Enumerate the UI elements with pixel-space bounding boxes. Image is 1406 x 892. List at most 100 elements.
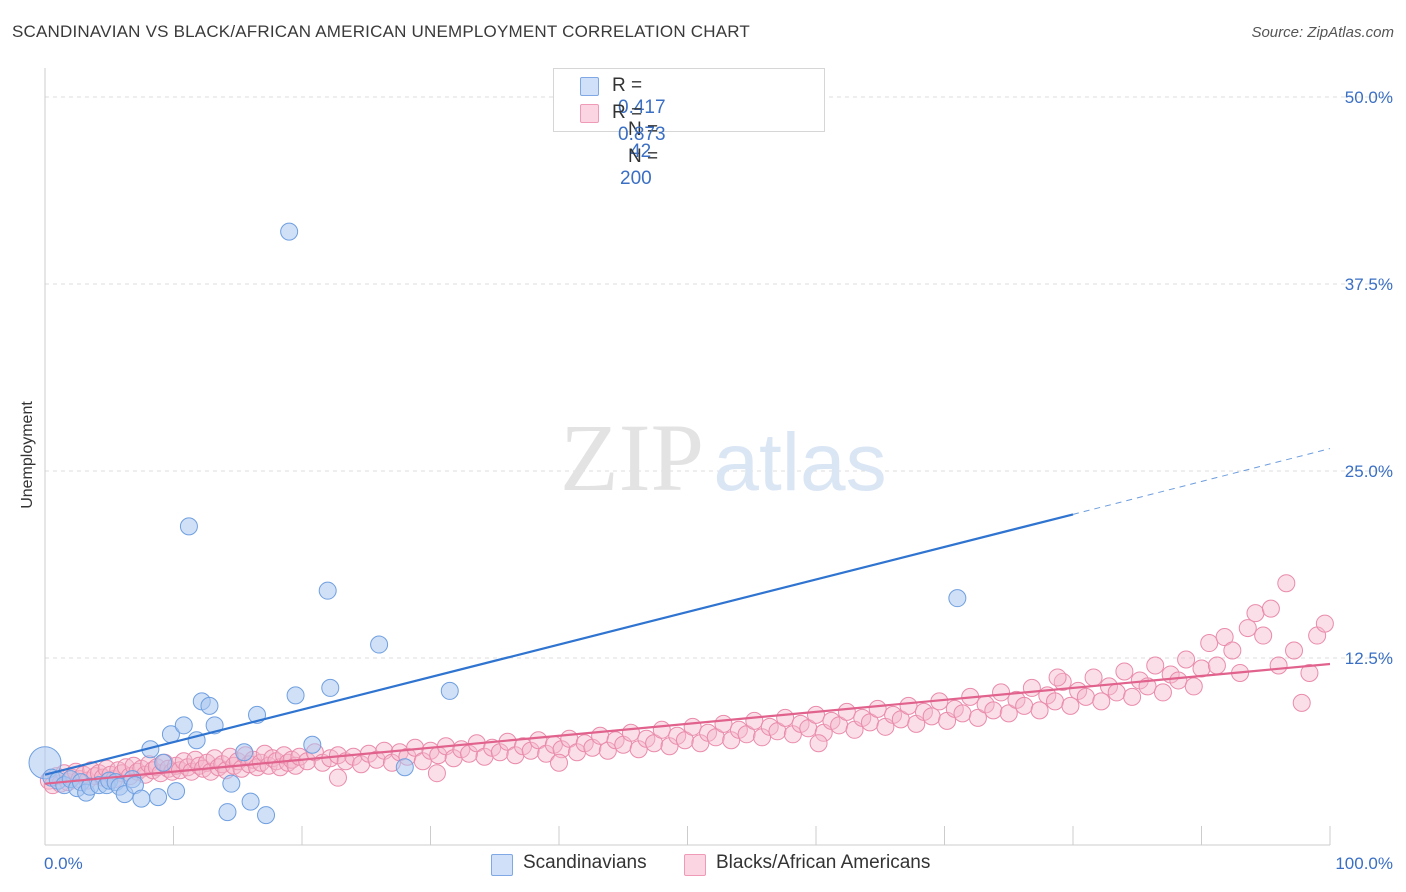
data-point-blacks [953, 704, 972, 723]
data-point-blacks [722, 731, 741, 750]
data-point-blacks [367, 750, 386, 769]
series-blacks-african-americans [39, 574, 1334, 795]
data-point-scandinavians [132, 789, 151, 808]
legend-n-label: N = [628, 119, 659, 140]
data-point-blacks [1169, 671, 1188, 690]
data-point-blacks [1238, 619, 1257, 638]
data-point-scandinavians [241, 792, 260, 811]
data-point-blacks [328, 768, 347, 787]
data-point-blacks [837, 702, 856, 721]
data-point-blacks [714, 714, 733, 733]
data-point-blacks [737, 725, 756, 744]
data-point-blacks [645, 734, 664, 753]
data-point-blacks [1084, 668, 1103, 687]
watermark-zip: ZIP [560, 404, 704, 511]
legend-r-label: R = [612, 75, 643, 96]
x-tick-label: 0.0% [44, 854, 83, 873]
data-point-blacks [629, 740, 648, 759]
data-point-blacks [490, 743, 509, 762]
data-point-blacks [1048, 668, 1067, 687]
data-point-blacks [1215, 628, 1234, 647]
legend-n-value: 200 [620, 168, 652, 189]
data-point-blacks [999, 704, 1018, 723]
data-point-blacks [1123, 687, 1142, 706]
data-point-scandinavians [440, 681, 459, 700]
data-point-blacks [521, 741, 540, 760]
data-point-blacks [1315, 614, 1334, 633]
data-point-blacks [868, 699, 887, 718]
data-point-blacks [691, 734, 710, 753]
data-point-blacks [1146, 656, 1165, 675]
legend-r-value: 0.873 [618, 124, 666, 145]
data-point-blacks [783, 725, 802, 744]
data-point-scandinavians [235, 743, 254, 762]
data-point-blacks [1223, 641, 1242, 660]
legend-r-label: R = [612, 102, 643, 123]
data-point-blacks [550, 753, 568, 772]
legend-r-value: 0.417 [618, 97, 666, 118]
grid-lines [45, 96, 1392, 659]
data-point-blacks [1153, 683, 1172, 702]
data-point-scandinavians [154, 753, 173, 772]
data-point-blacks [1092, 692, 1111, 711]
data-point-blacks [1246, 604, 1265, 623]
data-point-blacks [1177, 650, 1196, 669]
data-point-scandinavians [370, 635, 389, 654]
data-point-scandinavians [286, 686, 305, 705]
legend-swatch-blacks [580, 104, 599, 123]
data-point-scandinavians [174, 716, 193, 735]
trendline-scandinavians [44, 513, 1074, 776]
data-point-scandinavians [303, 735, 322, 754]
data-point-blacks [1261, 599, 1280, 618]
trendlines [44, 448, 1331, 785]
data-point-scandinavians [318, 581, 337, 600]
data-point-blacks [1022, 678, 1041, 697]
legend-n-label: N = [628, 146, 659, 167]
y-tick-label: 50.0% [1345, 88, 1393, 107]
data-point-blacks [1184, 677, 1203, 696]
trendline-blacks [44, 662, 1331, 785]
legend-swatch-scandinavians [580, 77, 599, 96]
data-point-blacks [621, 723, 640, 742]
data-point-blacks [675, 731, 694, 750]
y-tick-label: 12.5% [1345, 649, 1393, 668]
data-point-scandinavians [280, 222, 299, 241]
data-point-blacks [706, 728, 725, 747]
data-point-blacks [984, 701, 1003, 720]
data-point-blacks [768, 722, 787, 741]
source-label: Source: ZipAtlas.com [1251, 24, 1394, 41]
data-point-blacks [1269, 656, 1288, 675]
data-point-blacks [660, 737, 679, 756]
data-point-blacks [1254, 626, 1273, 645]
data-point-scandinavians [167, 782, 186, 801]
data-point-blacks [1200, 634, 1219, 653]
data-point-blacks [591, 726, 610, 745]
data-point-blacks [1115, 662, 1134, 681]
data-point-blacks [1061, 696, 1080, 715]
legend-label-blacks: Blacks/African Americans [716, 852, 931, 873]
data-point-blacks [1046, 692, 1065, 711]
data-point-scandinavians [948, 589, 967, 608]
y-tick-label: 25.0% [1345, 462, 1393, 481]
data-point-blacks [1030, 701, 1049, 720]
watermark: ZIP atlas [560, 404, 887, 511]
data-point-blacks [809, 734, 828, 753]
data-point-blacks [807, 705, 825, 724]
data-point-blacks [1076, 687, 1095, 706]
series-scandinavians [28, 222, 967, 825]
data-point-blacks [922, 707, 941, 726]
data-point-blacks [753, 728, 772, 747]
data-point-scandinavians [200, 696, 219, 715]
watermark-atlas: atlas [713, 417, 886, 508]
data-point-blacks [598, 741, 617, 760]
data-point-blacks [1277, 574, 1296, 593]
data-point-blacks [298, 752, 317, 771]
correlation-legend: R = 0.417 N = 42 R = 0.873 N = 200 [553, 68, 825, 189]
data-point-blacks [1015, 696, 1034, 715]
data-point-blacks [652, 720, 671, 739]
data-point-blacks [1207, 656, 1226, 675]
x-tick-label: 100.0% [1335, 854, 1393, 873]
series-legend: Scandinavians Blacks/African Americans [0, 852, 1406, 876]
data-point-blacks [992, 683, 1011, 702]
